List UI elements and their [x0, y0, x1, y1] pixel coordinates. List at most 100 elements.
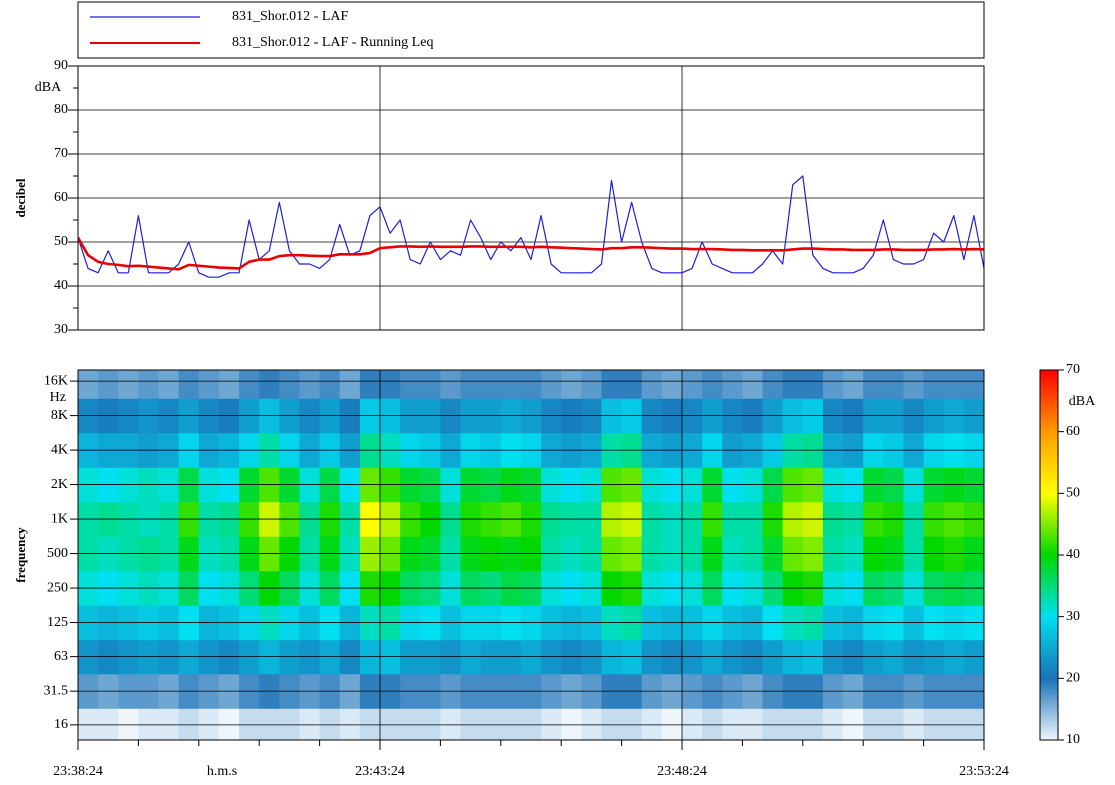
heat-cell — [661, 370, 683, 399]
heat-cell — [118, 707, 139, 741]
heat-cell — [963, 370, 985, 399]
heat-cell — [822, 370, 844, 399]
heat-cell — [883, 370, 904, 399]
heat-cell — [541, 370, 562, 399]
y-tick-label: 63 — [54, 649, 68, 664]
heat-cell — [78, 370, 99, 399]
colorbar — [1039, 369, 1059, 741]
y-tick-label: 31.5 — [44, 683, 69, 698]
colorbar-tick-label: 70 — [1066, 362, 1080, 377]
heat-cell — [239, 707, 260, 741]
x-tick-label: 23:53:24 — [959, 764, 1009, 779]
heat-cell — [702, 707, 723, 741]
heat-cell — [158, 370, 180, 399]
heat-cell — [279, 707, 300, 741]
heat-cell — [621, 370, 643, 399]
heat-cell — [440, 370, 461, 399]
heat-cell — [923, 707, 945, 741]
heat-cell — [802, 370, 824, 399]
heat-cell — [621, 707, 643, 741]
heat-cell — [641, 707, 663, 741]
y-tick-label: 2K — [51, 477, 68, 492]
heat-cell — [722, 370, 743, 399]
heat-cell — [400, 370, 421, 399]
heat-cell — [480, 370, 502, 399]
x-tick-label: 23:43:24 — [355, 764, 405, 779]
legend-label: 831_Shor.012 - LAF — [232, 9, 349, 24]
colorbar-tick-label: 50 — [1066, 486, 1080, 501]
heat-cell — [883, 707, 904, 741]
plot-frame — [77, 369, 985, 741]
colorbar-tick-label: 10 — [1066, 732, 1080, 747]
heat-cell — [359, 707, 381, 741]
heat-cell — [742, 707, 763, 741]
heat-cell — [98, 707, 119, 741]
y-tick-label: 16K — [44, 373, 68, 388]
heat-cell — [561, 370, 582, 399]
heat-cell — [319, 707, 341, 741]
y-tick-label: 50 — [54, 234, 68, 249]
heat-cell — [682, 370, 703, 399]
y-tick-label: 30 — [54, 322, 68, 337]
heat-cell — [138, 707, 159, 741]
heat-cell — [239, 370, 260, 399]
heat-cell — [299, 370, 320, 399]
heat-cell — [863, 707, 884, 741]
y-tick-label: 70 — [54, 146, 68, 161]
heat-cell — [198, 370, 220, 399]
heat-cell — [98, 370, 119, 399]
heat-cell — [158, 707, 180, 741]
legend-label: 831_Shor.012 - LAF - Running Leq — [232, 35, 433, 50]
y-unit: Hz — [50, 390, 66, 405]
plot-area — [78, 175, 984, 278]
heat-cell — [380, 707, 401, 741]
y-tick-label: 8K — [51, 408, 68, 423]
heat-cell — [500, 370, 522, 399]
heat-cell — [78, 707, 99, 741]
heat-cell — [762, 707, 784, 741]
heat-cell — [259, 370, 280, 399]
heat-cell — [400, 707, 421, 741]
heat-cell — [863, 370, 884, 399]
heat-cell — [500, 707, 522, 741]
heat-cell — [641, 370, 663, 399]
heat-cell — [460, 707, 482, 741]
heat-cell — [782, 707, 804, 741]
heat-cell — [702, 370, 723, 399]
heat-cell — [561, 707, 582, 741]
heat-cell — [440, 707, 461, 741]
heat-cell — [118, 370, 139, 399]
heat-cell — [178, 707, 200, 741]
plot-frame — [77, 65, 985, 331]
colorbar-tick-label: 30 — [1066, 609, 1080, 624]
heat-cell — [782, 370, 804, 399]
heat-cell — [520, 707, 542, 741]
y-tick-label: 500 — [47, 546, 68, 561]
heat-cell — [218, 370, 240, 399]
heat-cell — [359, 370, 381, 399]
heat-cell — [460, 370, 482, 399]
x-tick-label: 23:48:24 — [657, 764, 707, 779]
y-tick-label: 40 — [54, 278, 68, 293]
heat-cell — [581, 707, 602, 741]
heat-cell — [822, 707, 844, 741]
colorbar-tick-label: 40 — [1066, 547, 1080, 562]
heat-cell — [420, 707, 441, 741]
heat-cell — [802, 707, 824, 741]
y-axis-label: decibel — [13, 178, 28, 217]
heat-cell — [218, 707, 240, 741]
heat-cell — [923, 370, 945, 399]
heat-cell — [299, 707, 320, 741]
heat-cell — [339, 707, 361, 741]
heat-cell — [198, 707, 220, 741]
heat-cell — [520, 370, 542, 399]
y-axis-label: frequency — [13, 527, 28, 583]
heat-cell — [601, 370, 622, 399]
heat-cell — [963, 707, 985, 741]
heat-cell — [903, 370, 924, 399]
heat-cell — [843, 707, 864, 741]
heat-cell — [762, 370, 784, 399]
heat-cell — [319, 370, 341, 399]
heat-cell — [541, 707, 562, 741]
